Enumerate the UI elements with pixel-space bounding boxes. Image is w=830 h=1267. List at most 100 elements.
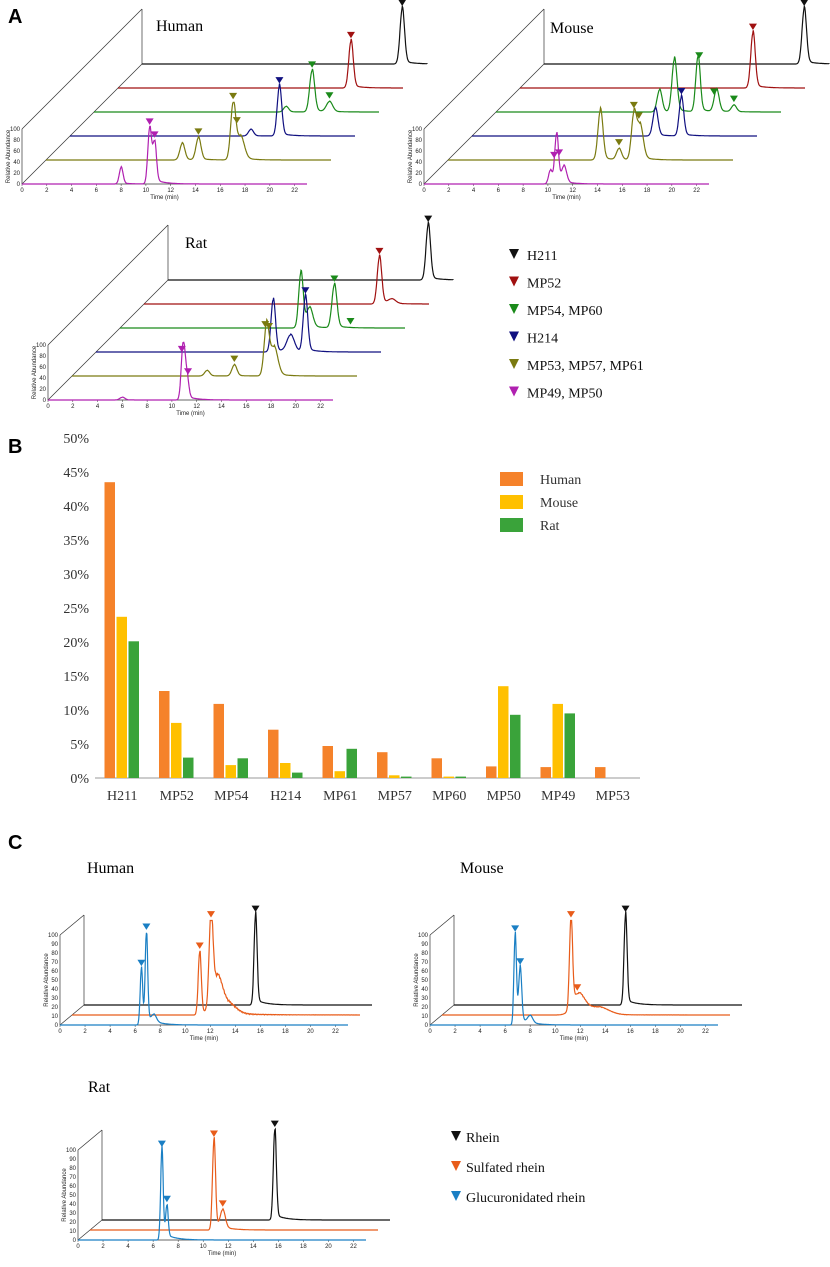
panel-c-human-peak-marker (251, 905, 260, 912)
panel-c-human-x-tick-label: 20 (307, 1029, 314, 1035)
bar-rat-mp49 (564, 713, 575, 778)
panel-c-human-y-tick-label: 20 (51, 1005, 58, 1011)
panel-a-legend-marker (509, 304, 519, 314)
panel-a-rat-x-tick-label: 22 (317, 404, 324, 410)
bar-y-tick-label: 35% (63, 534, 89, 549)
panel-c-mouse-x-tick-label: 12 (577, 1029, 584, 1035)
panel-c-mouse-y-tick-label: 70 (421, 960, 428, 966)
panel-a-human-peak-marker (229, 92, 238, 100)
panel-a-mouse-trace-0 (544, 3, 830, 65)
panel-a-human-time-label: Time (min) (150, 195, 178, 201)
panel-c-mouse-title: Mouse (460, 860, 504, 877)
panel-c-human-x-tick-label: 22 (332, 1029, 339, 1035)
panel-a-mouse-y-label: Relative Abundance (408, 129, 414, 183)
panel-a-mouse-trace-5 (424, 131, 709, 185)
bar-human-mp53 (595, 767, 606, 778)
panel-c-rat-depth-top-line (77, 1129, 103, 1151)
panel-a-rat-peak-marker (265, 322, 274, 330)
panel-c-human-y-tick-label: 70 (51, 960, 58, 966)
panel-a-rat-trace-3 (96, 292, 381, 353)
panel-a-legend-label: MP54, MP60 (527, 304, 602, 319)
panel-a-human-trace-0 (142, 3, 428, 65)
panel-a-mouse-x-tick-label: 20 (668, 188, 675, 194)
panel-c-human-title: Human (87, 860, 134, 877)
panel-c-mouse-trace-2 (430, 931, 718, 1026)
bar-rat-h211 (128, 641, 139, 778)
panel-a-mouse-peak-marker (800, 0, 808, 6)
panel-c-mouse-y-tick-label: 0 (425, 1023, 429, 1029)
panel-a-rat-x-tick-label: 0 (46, 404, 50, 410)
panel-c-human-x-tick-label: 6 (133, 1029, 137, 1035)
panel-c-human-x-tick-label: 10 (182, 1029, 189, 1035)
panel-c-rat-time-label: Time (min) (208, 1251, 236, 1257)
bar-legend-swatch-mouse (500, 495, 523, 509)
panel-label-a: A (8, 6, 23, 28)
bar-mouse-mp50 (498, 686, 509, 778)
panel-c-human-y-tick-label: 40 (51, 987, 58, 993)
panel-c-rat-x-tick-label: 0 (76, 1244, 80, 1250)
bar-rat-mp60 (455, 776, 466, 778)
panel-c-rat-y-tick-label: 40 (69, 1202, 76, 1208)
panel-a-mouse-trace-2 (496, 54, 781, 113)
panel-a-human-y-tick-label: 40 (13, 160, 20, 166)
panel-c-human-peak-marker (206, 911, 215, 918)
bar-human-h211 (104, 482, 115, 778)
bar-category-label: MP50 (487, 789, 521, 804)
panel-c-rat-peak-marker (270, 1120, 279, 1127)
panel-a-human-trace-5 (22, 125, 307, 185)
panel-a-mouse-depth-top-line (423, 8, 545, 130)
panel-a-rat-y-tick-label: 80 (39, 354, 46, 360)
bar-mouse-mp60 (443, 776, 454, 778)
bar-category-label: H211 (107, 789, 138, 804)
panel-a-mouse-x-tick-label: 12 (569, 188, 576, 194)
panel-c-legend-marker (451, 1161, 461, 1171)
panel-c-mouse-x-tick-label: 20 (677, 1029, 684, 1035)
panel-a-human-peak-marker (232, 117, 241, 124)
bar-mouse-mp52 (171, 722, 182, 778)
panel-a-human-trace-1 (118, 38, 403, 89)
panel-a-human-y-tick-label: 80 (13, 138, 20, 144)
panel-c-mouse-depth-top-line (429, 914, 455, 936)
panel-a-mouse-peak-marker (615, 139, 623, 146)
panel-c-human-x-tick-label: 12 (207, 1029, 214, 1035)
panel-c-human-x-tick-label: 16 (257, 1029, 264, 1035)
panel-c-human-y-tick-label: 10 (51, 1014, 58, 1020)
panel-c-mouse-y-tick-label: 60 (421, 969, 428, 975)
panel-c-human-y-tick-label: 90 (51, 942, 58, 948)
panel-a-mouse-time-label: Time (min) (552, 195, 580, 201)
panel-a-human-trace-3 (70, 83, 355, 137)
panel-c-human-trace-2 (60, 932, 348, 1026)
panel-a-rat-peak-marker (301, 287, 310, 294)
bar-human-mp54 (213, 703, 224, 778)
bar-y-tick-label: 10% (63, 704, 89, 719)
panel-c-rat-y-tick-label: 30 (69, 1211, 76, 1217)
bar-y-tick-label: 30% (63, 568, 89, 583)
bar-rat-mp52 (183, 757, 194, 778)
panel-a-human-x-tick-label: 4 (70, 188, 74, 194)
panel-c-human-y-tick-label: 60 (51, 969, 58, 975)
panel-a-human-x-tick-label: 0 (20, 188, 24, 194)
panel-a-mouse-y-tick-label: 60 (415, 149, 422, 155)
bar-category-label: MP53 (596, 789, 630, 804)
bar-legend-swatch-human (500, 472, 523, 486)
panel-c-rat-y-tick-label: 50 (69, 1193, 76, 1199)
panel-c-human-x-tick-label: 18 (282, 1029, 289, 1035)
panel-c-human-y-tick-label: 100 (48, 933, 59, 939)
bar-category-label: MP54 (214, 789, 248, 804)
panel-c-human-trace-0 (84, 911, 372, 1006)
panel-c-mouse-x-tick-label: 4 (478, 1029, 482, 1035)
bar-mouse-mp49 (552, 703, 563, 778)
panel-c-mouse-x-tick-label: 16 (627, 1029, 634, 1035)
panel-c-rat-x-tick-label: 4 (126, 1244, 130, 1250)
panel-a-rat-trace-2 (120, 269, 405, 329)
bar-rat-mp50 (510, 714, 521, 778)
panel-a-mouse-y-tick-label: 40 (415, 160, 422, 166)
bar-y-tick-label: 5% (70, 738, 89, 753)
panel-c-rat-y-tick-label: 90 (69, 1157, 76, 1163)
panel-a-mouse-peak-marker (677, 87, 686, 95)
panel-a-human-trace-4 (46, 101, 331, 161)
panel-c-rat-x-tick-label: 18 (300, 1244, 307, 1250)
panel-c-legend-label: Rhein (466, 1131, 499, 1146)
panel-a-legend-marker (509, 249, 519, 259)
panel-c-human-peak-marker (142, 923, 151, 930)
